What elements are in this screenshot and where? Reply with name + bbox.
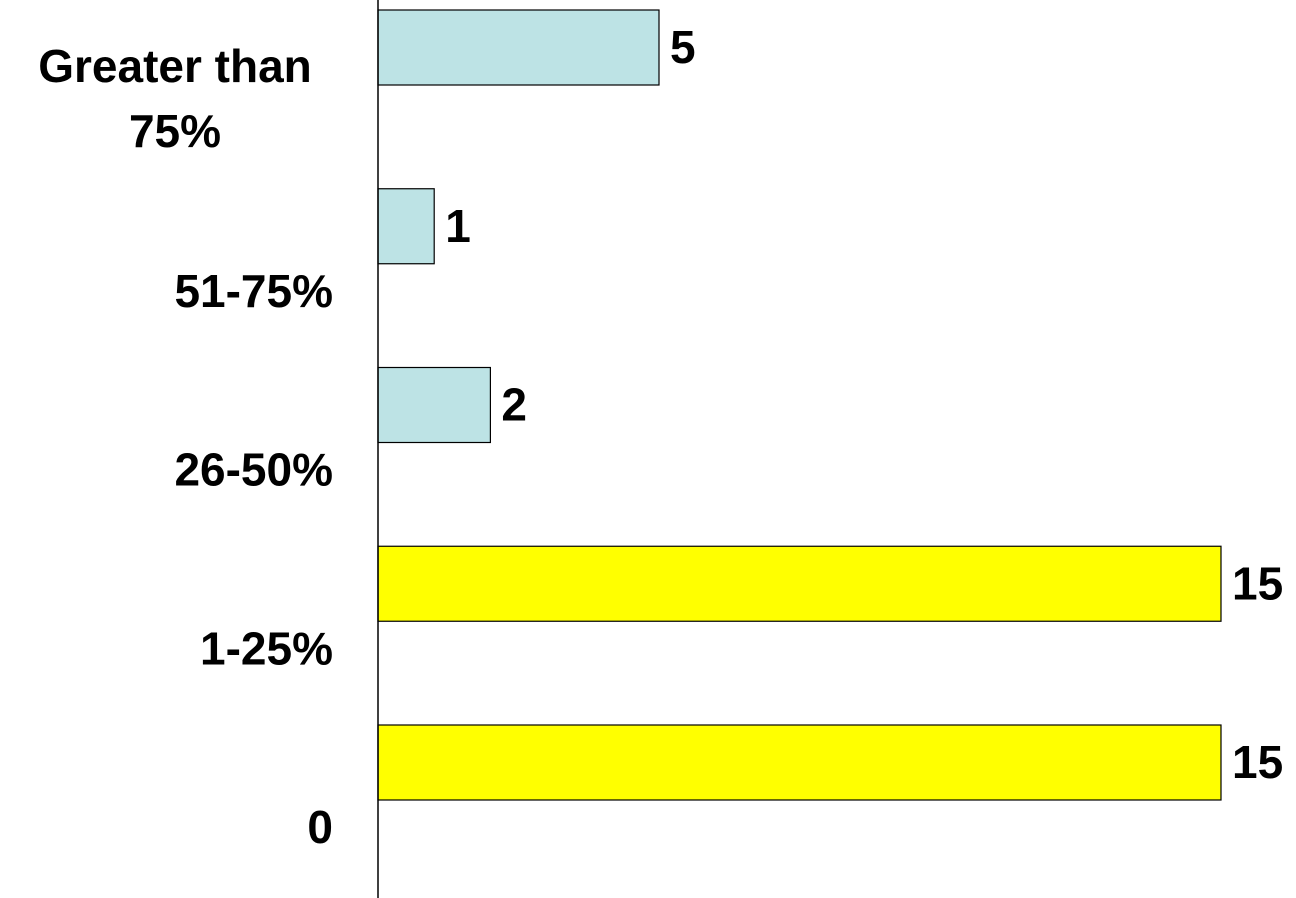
bar [377,188,435,265]
data-label: 5 [670,21,696,73]
data-label: 15 [1232,557,1283,609]
bar [377,366,492,444]
category-label-line: Greater than [38,40,312,92]
category-label: 0 [307,801,333,853]
category-label: 51-75% [174,265,333,317]
data-label: 15 [1232,736,1283,788]
bar [377,9,660,86]
category-labels: Greater than 75% 51-75% 26-50% 1-25% 0 [38,40,333,853]
category-label: Greater than 75% [38,40,312,157]
bar [377,545,1222,622]
bar-group [377,9,1222,801]
category-label: 26-50% [174,444,333,496]
category-label-line: 75% [129,105,221,157]
data-label: 1 [445,200,471,252]
value-labels: 5 1 2 15 15 [445,21,1283,788]
data-label: 2 [501,379,527,431]
bar [377,724,1222,801]
category-label: 1-25% [200,622,333,674]
